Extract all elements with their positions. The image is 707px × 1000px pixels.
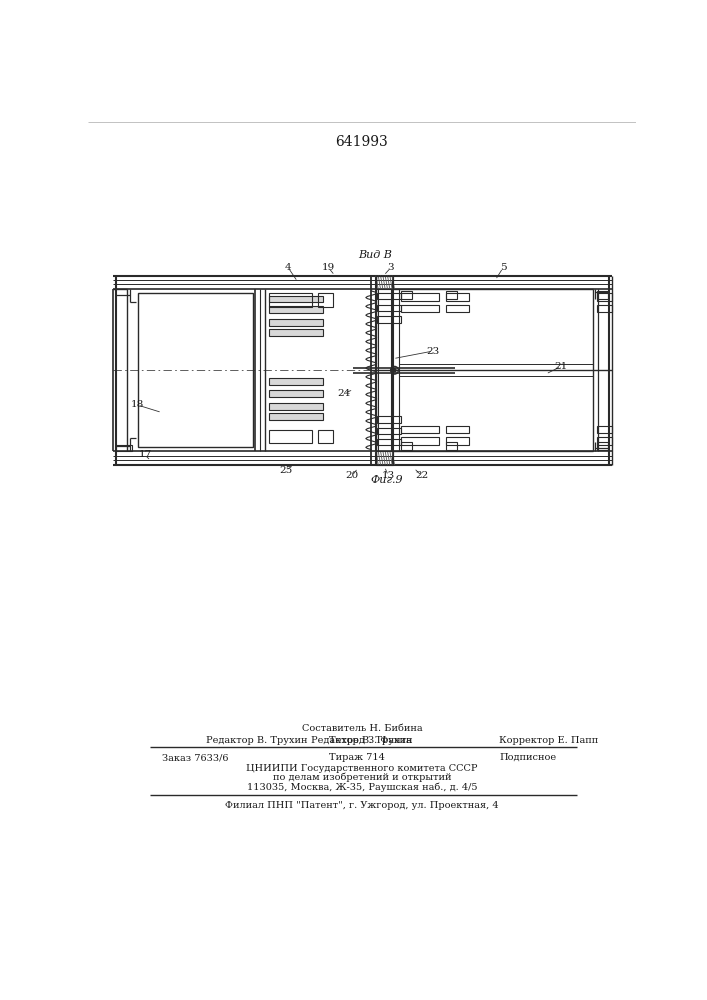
Text: Фиг.9: Фиг.9 xyxy=(370,475,403,485)
Bar xyxy=(269,296,323,302)
Bar xyxy=(378,293,401,299)
Bar xyxy=(317,430,333,443)
Text: Составитель Н. Бибина: Составитель Н. Бибина xyxy=(302,724,422,733)
Bar xyxy=(378,416,401,423)
Text: Тираж 714: Тираж 714 xyxy=(329,753,385,762)
Bar xyxy=(269,378,323,385)
Bar xyxy=(402,437,438,445)
Text: 20: 20 xyxy=(345,471,358,480)
Text: 4: 4 xyxy=(285,263,292,272)
Text: 113035, Москва, Ж-35, Раушская наб., д. 4/5: 113035, Москва, Ж-35, Раушская наб., д. … xyxy=(247,783,477,792)
Bar xyxy=(445,293,469,301)
Text: Вид В: Вид В xyxy=(358,250,392,260)
Bar xyxy=(269,390,323,397)
Text: по делам изобретений и открытий: по делам изобретений и открытий xyxy=(273,773,451,782)
Bar xyxy=(378,428,401,434)
Text: ЦНИИПИ Государственного комитета СССР: ЦНИИПИ Государственного комитета СССР xyxy=(246,764,478,773)
Bar xyxy=(378,316,401,323)
Bar xyxy=(269,329,323,336)
Text: 5: 5 xyxy=(500,263,506,272)
Bar xyxy=(597,437,612,445)
Text: 3: 3 xyxy=(387,263,394,272)
Bar xyxy=(269,319,323,326)
Bar xyxy=(269,413,323,420)
Bar xyxy=(269,403,323,410)
Bar xyxy=(138,293,253,447)
Text: Заказ 7633/6: Заказ 7633/6 xyxy=(162,753,228,762)
Bar xyxy=(597,291,607,299)
Bar xyxy=(269,293,312,307)
Bar xyxy=(376,451,393,465)
Text: Редактор В. Трухин: Редактор В. Трухин xyxy=(206,736,308,745)
Text: Филиал ПНП "Патент", г. Ужгород, ул. Проектная, 4: Филиал ПНП "Патент", г. Ужгород, ул. Про… xyxy=(225,801,498,810)
Bar xyxy=(445,305,469,312)
Text: 23: 23 xyxy=(426,347,440,356)
Text: 18: 18 xyxy=(131,400,144,409)
Text: 19: 19 xyxy=(322,263,335,272)
Bar xyxy=(378,305,401,311)
Text: 22: 22 xyxy=(415,471,428,480)
Bar xyxy=(445,291,457,299)
Bar xyxy=(445,442,457,450)
Text: 21: 21 xyxy=(554,362,568,371)
Bar xyxy=(269,306,323,313)
Bar xyxy=(402,426,438,433)
Bar xyxy=(376,276,393,289)
Text: Подписное: Подписное xyxy=(499,753,556,762)
Text: 24: 24 xyxy=(337,389,351,398)
Text: Корректор Е. Папп: Корректор Е. Папп xyxy=(499,736,598,745)
Circle shape xyxy=(393,369,396,372)
Bar xyxy=(317,293,333,307)
Bar xyxy=(402,305,438,312)
Bar xyxy=(597,426,612,433)
Text: 641993: 641993 xyxy=(336,135,388,149)
Text: 13: 13 xyxy=(382,471,395,480)
Bar xyxy=(597,293,612,301)
Bar xyxy=(402,293,438,301)
Bar xyxy=(597,442,607,450)
Bar xyxy=(445,437,469,445)
Bar xyxy=(402,291,412,299)
Bar xyxy=(597,305,612,312)
Text: 25: 25 xyxy=(279,466,293,475)
Bar xyxy=(402,442,412,450)
Bar xyxy=(269,430,312,443)
Bar xyxy=(378,439,401,445)
Text: Техред З. Фанта: Техред З. Фанта xyxy=(329,736,411,745)
Bar xyxy=(116,445,132,451)
Text: 17: 17 xyxy=(139,450,151,459)
Text: Редактор В. Трухин: Редактор В. Трухин xyxy=(311,736,413,745)
Bar xyxy=(445,426,469,433)
